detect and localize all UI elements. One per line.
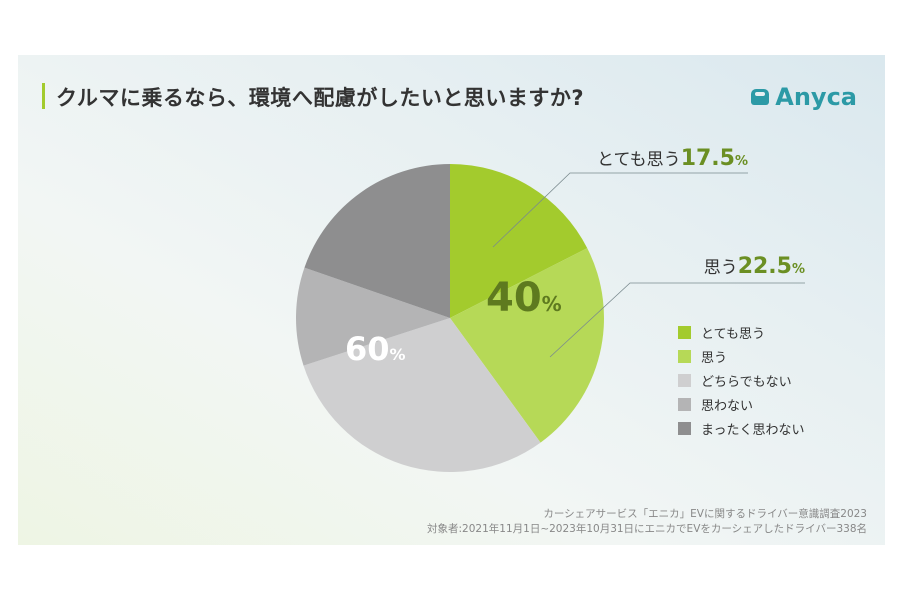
label-40-percent: 40% xyxy=(486,275,562,321)
callout-value: 17.5 xyxy=(680,146,735,171)
label-60-percent: 60% xyxy=(345,330,406,368)
legend-label: 思わない xyxy=(701,398,754,414)
chart-title: クルマに乗るなら、環境へ配慮がしたいと思いますか? xyxy=(56,86,585,110)
pie-slice-0 xyxy=(450,164,588,318)
legend-item: 思う xyxy=(678,344,804,368)
legend-item: まったく思わない xyxy=(678,416,804,440)
callout-value: 22.5 xyxy=(737,254,792,279)
group-unit: % xyxy=(541,292,562,316)
source-line-1: カーシェアサービス「エニカ」EVに関するドライバー意識調査2023 xyxy=(543,508,867,520)
callout-totemo: とても思う17.5% xyxy=(597,145,748,171)
pie-slice-1 xyxy=(450,248,604,443)
callout-line-2 xyxy=(549,282,805,358)
legend-item: どちらでもない xyxy=(678,368,804,392)
group-unit: % xyxy=(389,345,406,364)
legend-label: どちらでもない xyxy=(701,374,792,390)
callout-unit: % xyxy=(734,154,748,169)
legend-swatch xyxy=(678,325,691,339)
callout-label: とても思う xyxy=(597,150,681,170)
legend: とても思う思うどちらでもない 思わないまったく思わない xyxy=(678,320,804,440)
pie-slice-3 xyxy=(296,267,450,366)
legend-swatch xyxy=(678,349,691,363)
title-accent-bar xyxy=(42,83,45,109)
callout-unit: % xyxy=(791,262,805,277)
legend-swatch xyxy=(678,397,691,411)
legend-label: 思う xyxy=(701,350,728,366)
legend-item: とても思う xyxy=(678,320,804,344)
anyca-logo: Anyca xyxy=(751,83,857,111)
pie-slice-2 xyxy=(303,318,541,472)
source-note: カーシェアサービス「エニカ」EVに関するドライバー意識調査2023 対象者:20… xyxy=(427,507,867,537)
legend-swatch xyxy=(678,373,691,387)
legend-swatch xyxy=(678,421,691,435)
callout-omou: 思う22.5% xyxy=(704,253,805,279)
pie-slice-4 xyxy=(304,164,450,318)
logo-text: Anyca xyxy=(775,83,857,111)
group-value: 60 xyxy=(345,330,390,368)
source-line-2: 対象者:2021年11月1日~2023年10月31日にエニカでEVをカーシェアし… xyxy=(427,523,867,535)
callout-label: 思う xyxy=(703,258,738,278)
group-value: 40 xyxy=(486,275,542,321)
callout-line-1 xyxy=(492,172,748,248)
legend-label: とても思う xyxy=(701,326,765,342)
car-icon xyxy=(751,89,770,105)
legend-label: まったく思わない xyxy=(701,422,805,438)
legend-item: 思わない xyxy=(678,392,804,416)
